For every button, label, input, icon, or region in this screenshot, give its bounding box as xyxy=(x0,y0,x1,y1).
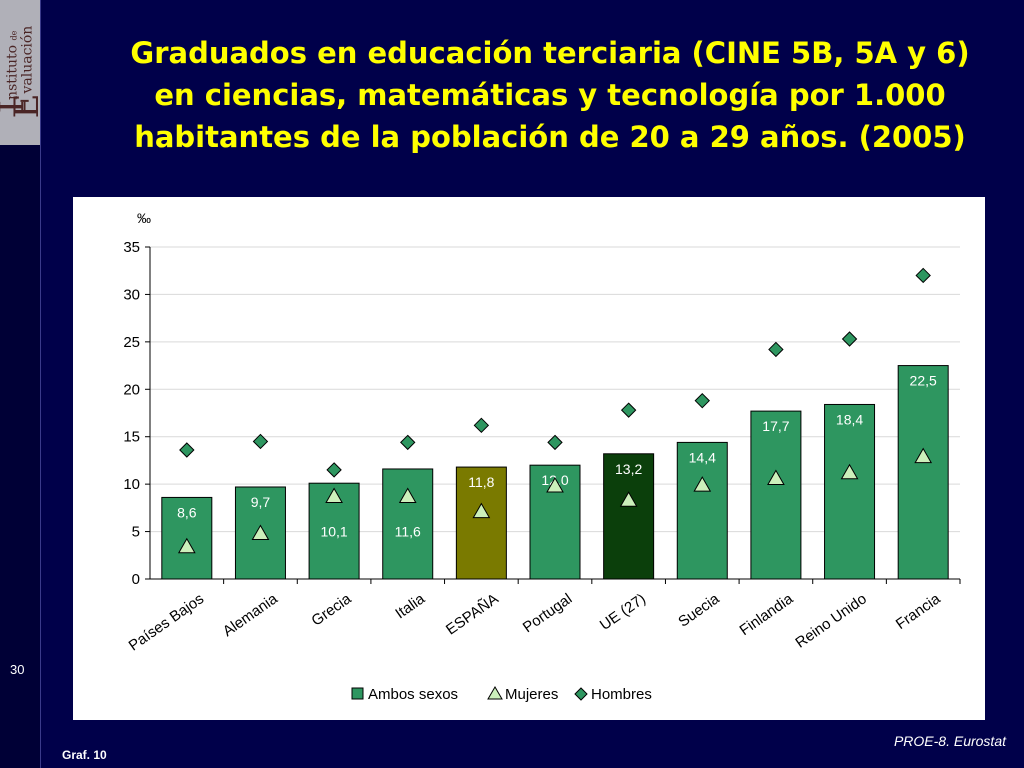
x-tick-label: Francia xyxy=(893,590,944,633)
legend-swatch-mujeres xyxy=(487,686,503,700)
x-tick-label: Italia xyxy=(392,590,428,622)
women-marker xyxy=(914,447,933,464)
women-marker xyxy=(251,524,270,540)
x-tick-label: Finlandia xyxy=(737,590,797,639)
y-tick-label: 5 xyxy=(132,524,140,541)
graf-label: Graf. 10 xyxy=(62,748,107,762)
women-marker xyxy=(398,487,417,503)
x-tick-label: Suecia xyxy=(675,590,723,631)
women-marker xyxy=(767,469,785,485)
y-tick-label: 25 xyxy=(123,334,140,351)
bar-data-label: 18,4 xyxy=(836,411,863,427)
x-tick-label: Grecia xyxy=(308,590,354,630)
men-marker xyxy=(694,392,710,409)
men-marker xyxy=(400,434,416,451)
women-marker xyxy=(546,477,564,493)
bar-data-label: 14,4 xyxy=(689,449,716,465)
women-marker xyxy=(840,463,859,480)
legend-label-mujeres: Mujeres xyxy=(505,686,558,703)
women-marker xyxy=(325,487,343,503)
bar-9 xyxy=(750,410,802,580)
legend-swatch-ambos xyxy=(351,687,364,700)
men-marker xyxy=(547,434,563,451)
bar-data-label: 22,5 xyxy=(910,373,937,389)
women-marker xyxy=(472,502,491,519)
x-tick-label: Reino Unido xyxy=(792,590,869,651)
bar-data-label: 10,1 xyxy=(320,523,347,539)
men-marker xyxy=(915,267,931,284)
title-line-3: habitantes de la población de 20 a 29 añ… xyxy=(134,120,966,154)
y-tick-label: 35 xyxy=(123,239,140,256)
x-tick-label: UE (27) xyxy=(597,590,649,634)
bar-data-label: 11,6 xyxy=(395,523,421,539)
men-marker xyxy=(252,433,269,450)
bar-data-label: 11,8 xyxy=(468,474,494,490)
men-marker xyxy=(768,341,784,358)
men-marker xyxy=(841,331,858,347)
bar-10 xyxy=(824,403,876,580)
x-tick-label: Portugal xyxy=(520,590,576,636)
institute-logo: Instituto de Evaluación xyxy=(0,0,47,145)
legend-label-ambos: Ambos sexos xyxy=(368,686,458,703)
y-tick-label: 30 xyxy=(123,286,140,303)
y-tick-label: 20 xyxy=(123,381,140,398)
x-tick-label: ESPAÑA xyxy=(443,590,502,638)
women-marker xyxy=(177,537,196,554)
bar-data-label: 13,2 xyxy=(615,461,642,477)
slide-title: Graduados en educación terciaria (CINE 5… xyxy=(80,32,1020,158)
bar-11 xyxy=(897,365,949,580)
y-tick-label: 10 xyxy=(123,476,140,493)
bar-7 xyxy=(603,453,655,580)
legend-swatch-hombres xyxy=(574,687,588,701)
bar-8 xyxy=(676,441,728,580)
men-marker xyxy=(620,402,637,418)
y-tick-label: 0 xyxy=(132,571,140,588)
men-marker xyxy=(326,462,342,478)
bar-4 xyxy=(382,468,434,580)
legend-label-hombres: Hombres xyxy=(591,686,652,703)
source-note: PROE-8. Eurostat xyxy=(893,733,1006,749)
bar-data-label: 17,7 xyxy=(762,418,789,434)
chart-panel: 0 5 10 15 20 25 30 35 ‰ 8,6 Países Bajos 9,7 Alemani… xyxy=(73,197,985,720)
bar-5 xyxy=(455,466,507,580)
women-marker xyxy=(619,491,638,507)
bar-chart: 0 5 10 15 20 25 30 35 ‰ 8,6 Países Bajos 9,7 Alemani… xyxy=(123,210,961,703)
men-marker xyxy=(179,442,195,458)
bar-data-label: 8,6 xyxy=(177,504,197,520)
y-tick-label: 15 xyxy=(123,429,140,446)
bar-data-label: 9,7 xyxy=(251,494,271,510)
logo-text: Instituto de Evaluación xyxy=(0,25,47,119)
title-line-2: en ciencias, matemáticas y tecnología po… xyxy=(154,78,946,112)
y-axis-unit: ‰ xyxy=(137,210,151,226)
x-tick-label: Alemania xyxy=(220,590,282,640)
sidebar: Instituto de Evaluación 30 xyxy=(0,0,47,768)
men-marker xyxy=(473,417,490,434)
women-marker xyxy=(693,476,712,492)
title-line-1: Graduados en educación terciaria (CINE 5… xyxy=(130,36,970,70)
page-number: 30 xyxy=(10,662,25,677)
x-tick-label: Países Bajos xyxy=(126,590,207,654)
